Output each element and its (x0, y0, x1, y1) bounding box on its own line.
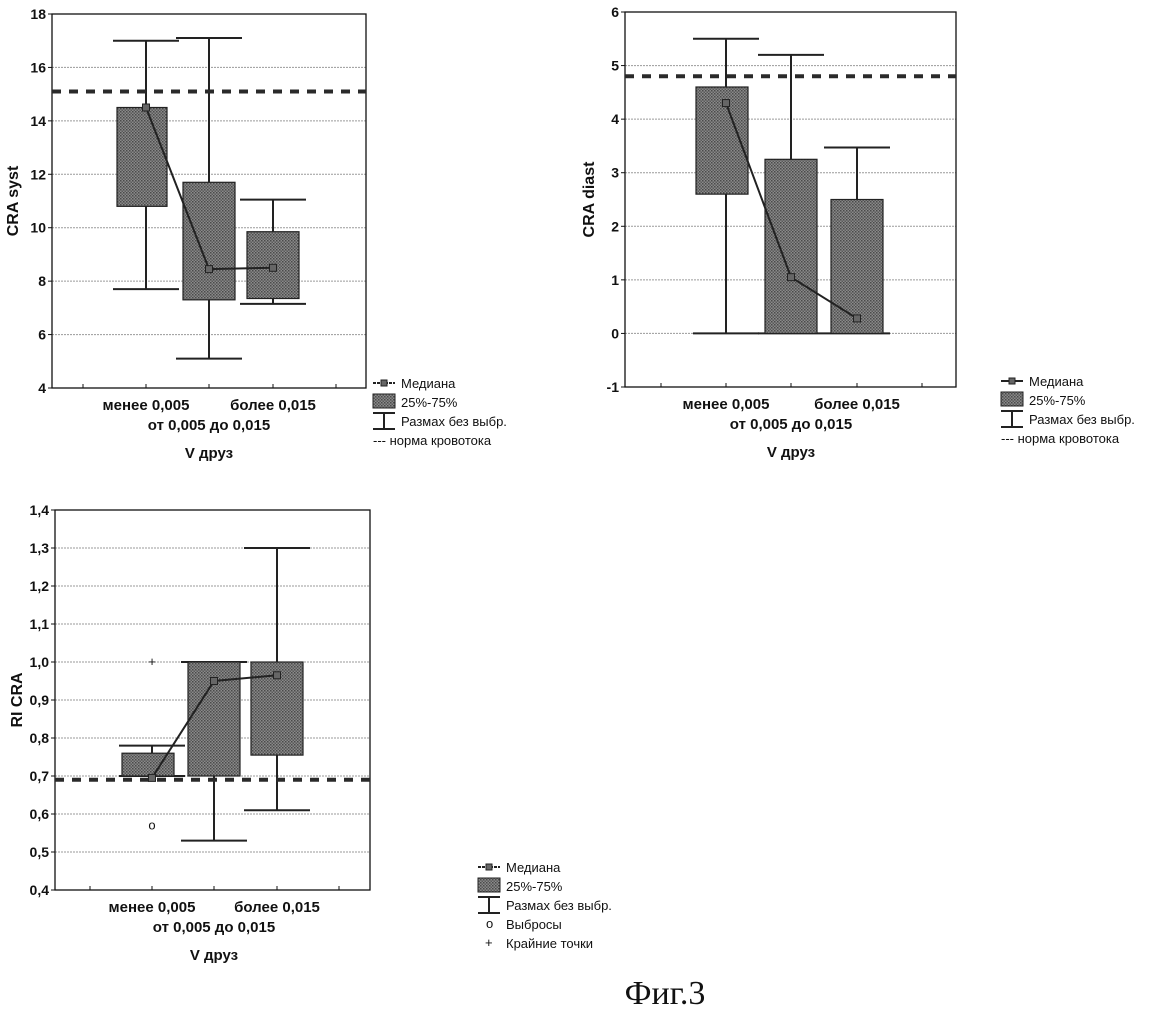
legend: Медиана 25%-75% Размах без выбр. --- норма … (1000, 374, 1135, 446)
median-marker (722, 99, 730, 108)
legend-box-swatch (1000, 391, 1024, 407)
legend-label: Размах без выбр. (401, 414, 507, 429)
legend-label: Крайние точки (506, 936, 593, 951)
y-tick-label: 0,7 (30, 768, 50, 784)
median-marker (269, 263, 277, 272)
y-tick-label: 0,5 (30, 844, 50, 860)
x-category-label: менее 0,005 (103, 397, 190, 414)
legend: Медиана 25%-75% Размах без выбр. --- норма … (372, 376, 507, 448)
legend-range-swatch (1001, 410, 1023, 428)
y-tick-label: 4 (611, 111, 619, 127)
iqr-box (116, 106, 168, 207)
median-marker (787, 273, 795, 282)
legend-label: Выбросы (506, 917, 562, 932)
legend-label: 25%-75% (1029, 393, 1086, 408)
iqr-box (830, 198, 884, 335)
y-tick-label: 6 (611, 4, 619, 20)
chart-3: 0,4 0,5 0,6 0,7 0,8 0,9 1,0 1,1 1,2 1,3 1,4 RI CRA м… (9, 502, 612, 964)
legend-box-swatch (372, 393, 396, 409)
plot-frame (54, 509, 371, 891)
y-tick-label: 1,4 (30, 502, 50, 518)
x-axis-label: V друз (767, 444, 815, 461)
median-marker (142, 103, 150, 112)
legend-label: --- норма кровотока (1001, 431, 1120, 446)
legend-median-marker (380, 379, 388, 387)
median-marker (210, 677, 218, 685)
x-category-label: менее 0,005 (683, 396, 770, 413)
x-axis-label: V друз (190, 947, 238, 964)
legend-outlier-swatch: o (486, 916, 493, 931)
y-axis-label: CRA syst (5, 165, 22, 236)
median-marker (853, 314, 861, 323)
y-tick-label: 8 (38, 273, 46, 289)
y-tick-label: 16 (30, 59, 46, 75)
y-tick-label: 5 (611, 58, 619, 74)
y-tick-label: 4 (38, 380, 46, 396)
extreme-marker: + (148, 654, 156, 669)
median-marker (273, 671, 281, 680)
y-tick-label: 0,4 (30, 882, 50, 898)
legend-label: 25%-75% (506, 879, 563, 894)
legend-median-marker (1008, 377, 1016, 385)
legend-label: Медиана (506, 860, 561, 875)
y-tick-label: 2 (611, 218, 619, 234)
y-tick-label: 3 (611, 165, 619, 181)
legend-range-swatch (478, 896, 500, 914)
y-tick-label: 0,9 (30, 692, 50, 708)
y-tick-label: 1,3 (30, 540, 50, 556)
median-marker (148, 773, 156, 782)
iqr-box (182, 181, 236, 301)
legend-median-marker (485, 863, 493, 871)
y-tick-label: 1 (611, 272, 619, 288)
legend-label: Медиана (401, 376, 456, 391)
y-tick-label: 1,1 (30, 616, 50, 632)
x-category-label: более 0,015 (814, 396, 900, 413)
y-tick-label: 1,2 (30, 578, 50, 594)
y-tick-label: 0 (611, 325, 619, 341)
iqr-box (764, 158, 818, 335)
figure-caption: Фиг.3 (625, 975, 706, 1010)
y-tick-label: -1 (607, 379, 620, 395)
y-axis-label: RI CRA (9, 672, 26, 728)
legend-label: 25%-75% (401, 395, 458, 410)
y-tick-label: 14 (30, 113, 46, 129)
legend: Медиана 25%-75% Размах без выбр. o Выбросы + К… (477, 860, 612, 951)
y-tick-label: 12 (30, 166, 46, 182)
legend-label: --- норма кровотока (373, 433, 492, 448)
x-category-label: от 0,005 до 0,015 (148, 417, 270, 434)
legend-extreme-swatch: + (485, 935, 493, 950)
legend-label: Размах без выбр. (506, 898, 612, 913)
legend-label: Размах без выбр. (1029, 412, 1135, 427)
y-tick-label: 0,8 (30, 730, 50, 746)
chart-2: -1 0 1 2 3 4 5 6 CRA diast менее 0,005 от 0,005 до… (581, 4, 1135, 461)
legend-label: Медиана (1029, 374, 1084, 389)
outlier-marker: o (148, 817, 155, 832)
legend-range-swatch (373, 412, 395, 430)
y-axis-label: CRA diast (581, 161, 598, 238)
median-marker (205, 265, 213, 274)
y-tick-label: 10 (30, 220, 46, 236)
y-tick-label: 1,0 (30, 654, 50, 670)
x-category-label: более 0,015 (234, 899, 320, 916)
y-tick-label: 18 (30, 6, 46, 22)
legend-box-swatch (477, 877, 501, 893)
y-tick-label: 0,6 (30, 806, 50, 822)
x-category-label: от 0,005 до 0,015 (730, 416, 852, 433)
x-axis-label: V друз (185, 445, 233, 462)
x-category-label: менее 0,005 (109, 899, 196, 916)
chart-1: 4 6 8 10 12 14 16 18 CRA syst менее 0,005 от 0,005… (5, 6, 507, 462)
x-category-label: от 0,005 до 0,015 (153, 919, 275, 936)
y-tick-label: 6 (38, 327, 46, 343)
x-category-label: более 0,015 (230, 397, 316, 414)
